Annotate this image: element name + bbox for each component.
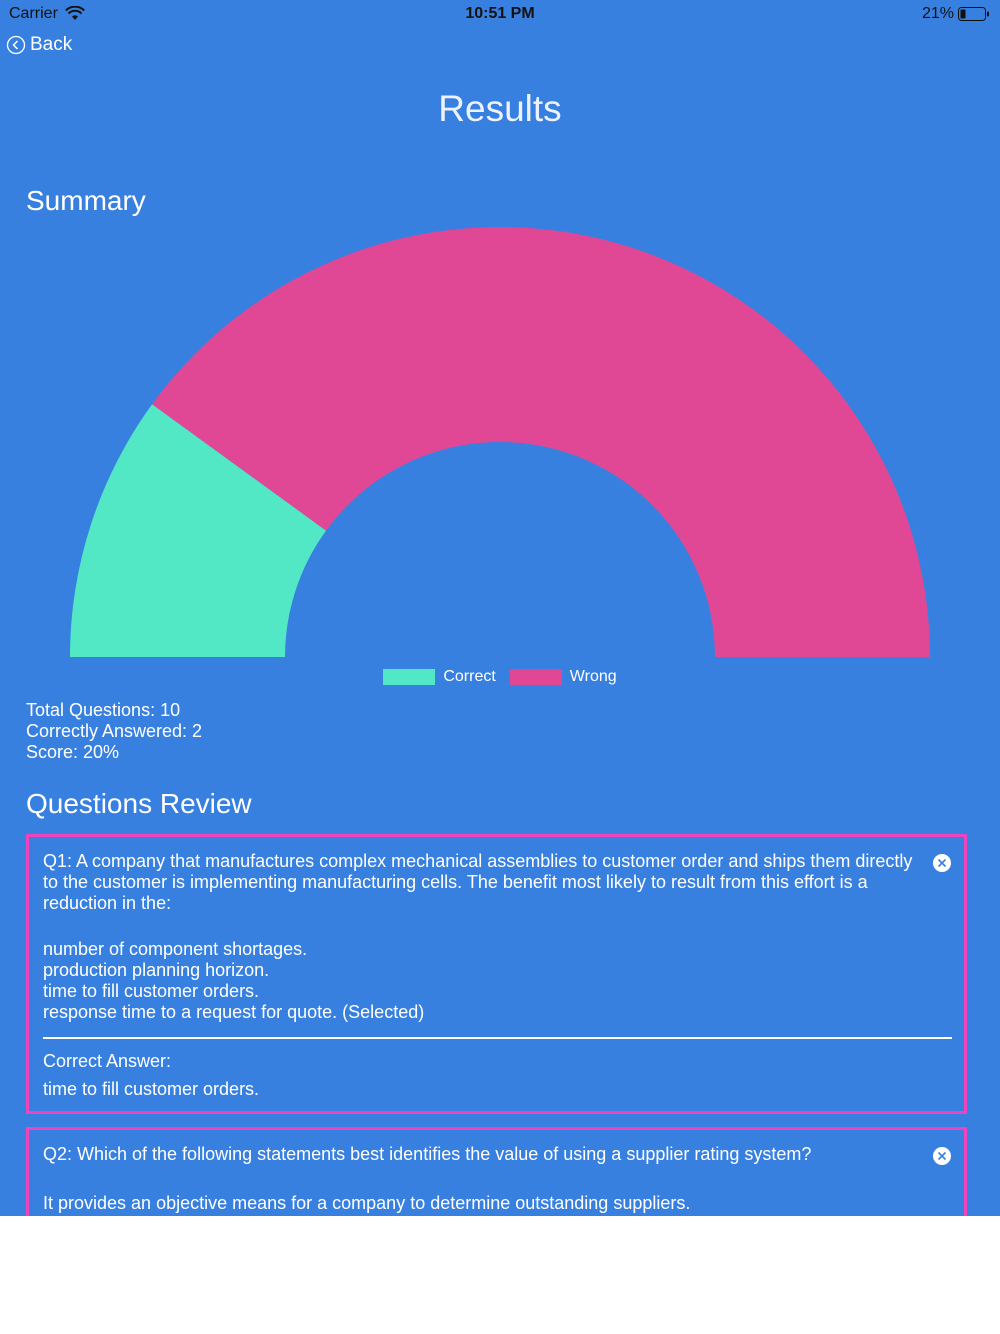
stats-block: Total Questions: 10 Correctly Answered: …: [26, 700, 202, 763]
back-label: Back: [30, 34, 73, 55]
back-button[interactable]: Back: [6, 33, 72, 57]
question-text: Q2: Which of the following statements be…: [43, 1144, 812, 1164]
question-card: Q2: Which of the following statements be…: [26, 1127, 967, 1216]
correct-answer-label: Correct Answer:: [43, 1051, 172, 1071]
close-icon[interactable]: [932, 1146, 952, 1166]
legend-swatch: [383, 669, 436, 685]
legend-label: Wrong: [569, 668, 617, 685]
answer-option: number of component shortages.: [43, 939, 308, 959]
wifi-icon: [65, 6, 85, 20]
answer-option: production planning horizon.: [43, 960, 270, 980]
question-card: Q1: A company that manufactures complex …: [26, 834, 967, 1114]
correctly-answered: Correctly Answered: 2: [26, 721, 203, 741]
answer-option-selected: response time to a request for quote. (S…: [43, 1002, 425, 1022]
questions-review-heading: Questions Review: [26, 788, 252, 819]
slice-wrong: [152, 226, 931, 657]
battery-percent: 21%: [921, 5, 954, 22]
score: Score: 20%: [26, 742, 120, 762]
summary-heading: Summary: [26, 185, 146, 216]
answer-options: It provides an objective means for a com…: [43, 1193, 943, 1214]
results-donut-chart: [70, 226, 931, 657]
chart-legend: Correct Wrong: [0, 668, 1000, 686]
close-icon[interactable]: [932, 853, 952, 873]
clock: 10:51 PM: [465, 5, 535, 22]
results-screen: Carrier 10:51 PM 21% Back Results Summar…: [0, 0, 1000, 1216]
answer-options: number of component shortages. productio…: [43, 939, 943, 1023]
battery-icon: [958, 7, 989, 21]
slice-correct: [70, 404, 327, 657]
page-title: Results: [438, 88, 562, 129]
total-questions: Total Questions: 10: [26, 700, 181, 720]
legend-item-wrong: Wrong: [509, 668, 617, 686]
divider: [43, 1037, 952, 1039]
status-bar: Carrier 10:51 PM 21%: [0, 0, 1000, 28]
legend-swatch: [509, 669, 562, 685]
question-text: Q1: A company that manufactures complex …: [43, 851, 913, 913]
answer-option: time to fill customer orders.: [43, 981, 260, 1001]
back-chevron-icon: [6, 35, 26, 55]
carrier-label: Carrier: [9, 5, 58, 22]
correct-answer-value: time to fill customer orders.: [43, 1079, 260, 1099]
legend-item-correct: Correct: [383, 668, 496, 686]
legend-label: Correct: [443, 668, 496, 685]
answer-option: It provides an objective means for a com…: [43, 1193, 691, 1213]
